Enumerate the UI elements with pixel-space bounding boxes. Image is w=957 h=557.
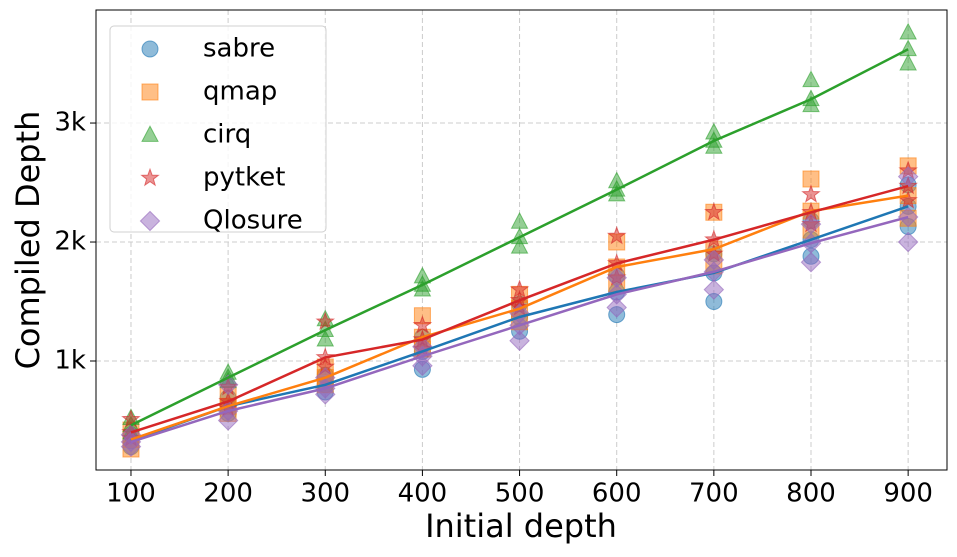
x-tick-label: 400 bbox=[398, 479, 448, 509]
marker bbox=[606, 267, 628, 289]
trend-line bbox=[130, 194, 909, 441]
y-tick-label: 3k bbox=[54, 108, 86, 138]
x-tick-label: 800 bbox=[786, 479, 836, 509]
marker bbox=[509, 279, 530, 298]
legend-marker bbox=[141, 125, 159, 142]
legend-box bbox=[109, 25, 327, 233]
x-tick-label: 600 bbox=[592, 479, 642, 509]
marker bbox=[703, 249, 725, 271]
legend-marker bbox=[141, 83, 159, 101]
legend-marker bbox=[140, 167, 160, 187]
marker bbox=[704, 201, 724, 221]
y-tick-label: 1k bbox=[54, 346, 86, 376]
x-tick-label: 900 bbox=[883, 479, 933, 509]
trend-line bbox=[130, 205, 909, 442]
y-tick-label: 2k bbox=[54, 227, 86, 257]
marker bbox=[606, 297, 628, 318]
trend-line bbox=[130, 215, 909, 444]
x-axis-label: Initial depth bbox=[425, 507, 617, 545]
legend-label: sabre bbox=[203, 34, 275, 64]
marker bbox=[705, 122, 723, 140]
marker bbox=[509, 330, 530, 352]
trend-line bbox=[130, 48, 909, 427]
marker bbox=[510, 236, 529, 254]
marker bbox=[413, 266, 432, 284]
marker bbox=[607, 171, 626, 189]
marker bbox=[703, 279, 725, 300]
marker bbox=[121, 409, 141, 428]
x-tick-label: 100 bbox=[106, 479, 156, 509]
x-tick-label: 300 bbox=[300, 479, 350, 509]
marker bbox=[897, 206, 919, 228]
marker bbox=[897, 231, 919, 253]
marker bbox=[800, 213, 822, 235]
legend-label: qmap bbox=[203, 77, 277, 107]
marker bbox=[899, 22, 917, 40]
legend-label: cirq bbox=[203, 120, 251, 150]
marker bbox=[412, 315, 433, 334]
marker bbox=[315, 311, 336, 331]
marker bbox=[316, 329, 335, 347]
legend-marker bbox=[139, 210, 161, 232]
y-axis-label: Compiled Depth bbox=[9, 111, 47, 370]
trend-line bbox=[130, 184, 909, 434]
plot-area bbox=[120, 22, 919, 458]
marker bbox=[801, 184, 821, 203]
x-tick-label: 500 bbox=[495, 479, 545, 509]
legend-label: Qlosure bbox=[203, 206, 303, 236]
marker bbox=[802, 70, 820, 88]
legend-marker bbox=[141, 40, 159, 58]
x-tick-label: 200 bbox=[203, 479, 253, 509]
plot-frame bbox=[95, 9, 948, 471]
marker bbox=[606, 225, 627, 245]
x-tick-label: 700 bbox=[689, 479, 739, 509]
marker bbox=[510, 211, 529, 229]
marker bbox=[800, 251, 822, 273]
legend-label: pytket bbox=[203, 163, 285, 193]
marker bbox=[899, 53, 917, 71]
legend: sabre qmap cirq pytket Qlosure bbox=[109, 25, 327, 236]
marker bbox=[802, 170, 820, 188]
